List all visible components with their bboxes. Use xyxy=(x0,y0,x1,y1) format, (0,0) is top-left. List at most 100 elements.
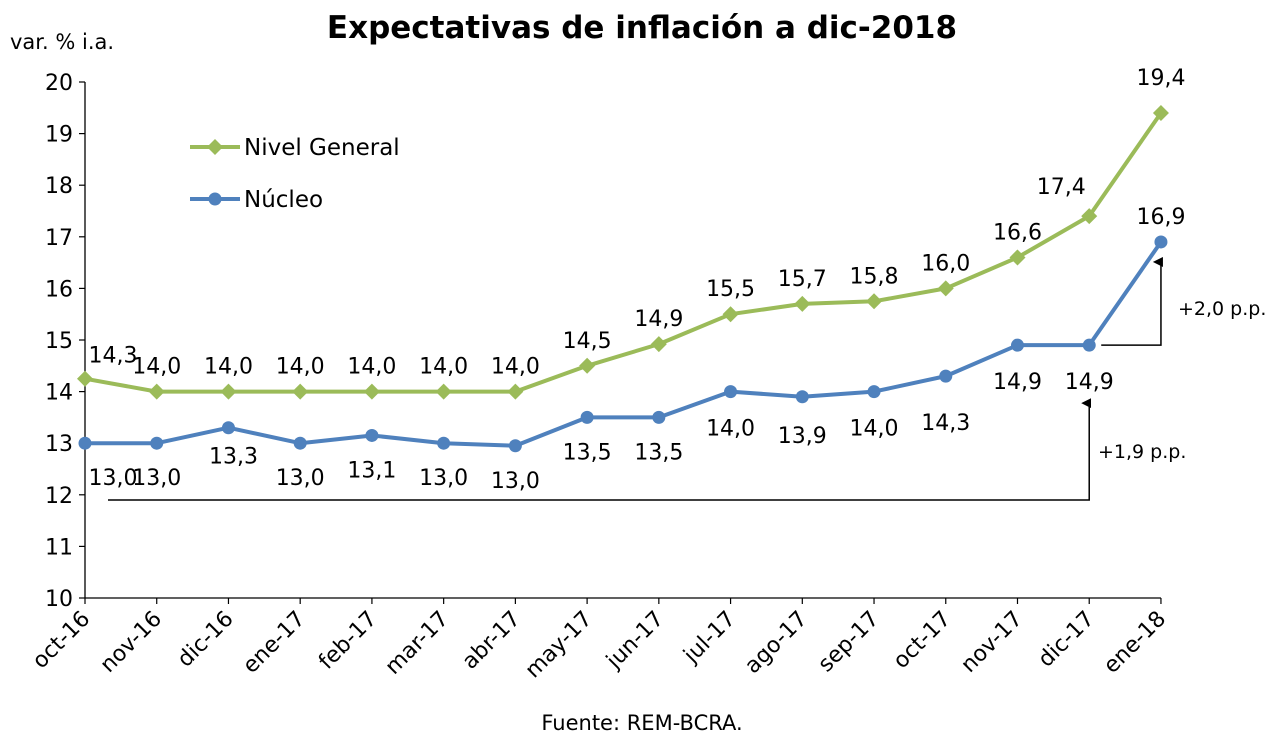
data-point-diamond xyxy=(435,383,452,400)
data-point-diamond xyxy=(363,383,380,400)
annotation-label-2pp: +2,0 p.p. xyxy=(1178,298,1266,320)
data-point-circle xyxy=(293,436,307,450)
data-label-nucleo: 16,9 xyxy=(1136,205,1185,230)
data-point-diamond xyxy=(794,295,811,312)
data-point-circle xyxy=(795,390,809,404)
data-point-circle xyxy=(724,385,738,399)
data-label-nucleo: 13,9 xyxy=(778,424,827,449)
y-tick-label: 13 xyxy=(45,432,73,457)
x-tick-label: jun-17 xyxy=(601,607,669,675)
data-point-circle xyxy=(508,439,522,453)
data-point-diamond xyxy=(866,293,883,310)
data-point-circle xyxy=(437,436,451,450)
x-tick-label: mar-17 xyxy=(381,607,454,680)
data-point-circle xyxy=(1082,338,1096,352)
data-label-nivel-general: 15,7 xyxy=(778,267,827,292)
annotation-arrow-2pp xyxy=(1101,256,1163,346)
y-tick-label: 18 xyxy=(45,174,73,199)
data-label-nivel-general: 14,5 xyxy=(563,329,612,354)
x-tick-label: feb-17 xyxy=(314,607,382,675)
x-tick-label: oct-16 xyxy=(28,607,95,674)
y-tick-label: 19 xyxy=(45,123,73,148)
chart-title: Expectativas de inflación a dic-2018 xyxy=(326,10,958,46)
source-note: Fuente: REM-BCRA. xyxy=(541,711,743,735)
data-point-diamond xyxy=(579,357,596,374)
data-label-nucleo: 13,1 xyxy=(347,458,396,483)
data-label-nivel-general: 16,6 xyxy=(993,220,1042,245)
data-label-nucleo: 13,0 xyxy=(419,466,468,491)
data-label-nucleo: 14,3 xyxy=(921,411,970,436)
data-label-nucleo: 14,9 xyxy=(1065,370,1114,395)
series-line-0 xyxy=(84,111,1163,394)
x-tick-label: jul-17 xyxy=(679,607,741,669)
data-label-nivel-general: 14,9 xyxy=(634,307,683,332)
data-point-circle xyxy=(867,385,881,399)
data-point-diamond xyxy=(148,383,165,400)
data-point-circle xyxy=(150,436,164,450)
data-label-nivel-general: 16,0 xyxy=(921,251,970,276)
y-tick-label: 15 xyxy=(45,329,73,354)
data-point-circle xyxy=(1154,235,1168,249)
y-tick-label: 16 xyxy=(45,277,73,302)
data-label-nivel-general: 14,0 xyxy=(491,355,540,380)
legend-marker-circle xyxy=(208,192,222,206)
data-point-circle xyxy=(365,428,379,442)
data-point-diamond xyxy=(1152,104,1169,121)
x-tick-label: ene-18 xyxy=(1099,607,1171,679)
legend-label-1: Núcleo xyxy=(244,187,323,213)
data-label-nivel-general: 14,0 xyxy=(276,355,325,380)
data-label-nucleo: 14,9 xyxy=(993,370,1042,395)
data-label-nucleo: 13,5 xyxy=(634,440,683,465)
data-point-diamond xyxy=(77,370,93,387)
data-label-nivel-general: 14,0 xyxy=(204,355,253,380)
data-label-nucleo: 14,0 xyxy=(850,417,899,442)
data-point-circle xyxy=(1010,338,1024,352)
data-label-nucleo: 13,3 xyxy=(209,445,258,470)
data-point-diamond xyxy=(650,336,667,353)
legend-label-0: Nivel General xyxy=(244,135,400,161)
y-tick-label: 12 xyxy=(45,484,73,509)
data-label-nivel-general: 14,0 xyxy=(419,355,468,380)
series-line-1 xyxy=(85,240,1163,448)
data-point-circle xyxy=(78,436,92,450)
data-label-nucleo: 13,0 xyxy=(491,469,540,494)
data-point-diamond xyxy=(722,306,739,323)
data-point-diamond xyxy=(292,383,309,400)
data-label-nivel-general: 15,8 xyxy=(850,264,899,289)
data-point-diamond xyxy=(220,383,237,400)
data-point-diamond xyxy=(937,280,954,297)
data-label-nucleo: 13,0 xyxy=(276,466,325,491)
x-tick-label: nov-16 xyxy=(96,607,167,678)
data-point-circle xyxy=(939,369,953,383)
data-point-diamond xyxy=(507,383,524,400)
x-tick-label: sep-17 xyxy=(814,607,885,678)
x-tick-label: ago-17 xyxy=(740,607,812,679)
annotation-arrow-1-9pp xyxy=(108,398,1092,501)
y-tick-label: 20 xyxy=(45,71,73,96)
y-tick-label: 10 xyxy=(45,587,73,612)
data-point-circle xyxy=(652,410,666,424)
y-tick-label: 17 xyxy=(45,226,73,251)
data-label-nivel-general: 14,3 xyxy=(89,344,138,369)
x-tick-label: nov-17 xyxy=(956,607,1027,678)
data-label-nivel-general: 19,4 xyxy=(1136,66,1185,91)
data-label-nivel-general: 17,4 xyxy=(1037,175,1086,200)
x-tick-label: ene-17 xyxy=(238,607,310,679)
legend-marker-diamond xyxy=(207,139,223,155)
data-label-nucleo: 13,0 xyxy=(132,466,181,491)
data-point-circle xyxy=(221,421,235,435)
data-point-diamond xyxy=(1009,249,1026,266)
data-point-diamond xyxy=(1081,208,1098,225)
data-label-nucleo: 13,0 xyxy=(89,466,138,491)
data-label-nivel-general: 14,0 xyxy=(132,355,181,380)
x-tick-label: dic-16 xyxy=(173,607,239,673)
x-tick-label: abr-17 xyxy=(458,607,526,675)
annotation-label-1-9pp: +1,9 p.p. xyxy=(1098,441,1186,463)
y-tick-label: 11 xyxy=(45,535,73,560)
data-label-nivel-general: 15,5 xyxy=(706,277,755,302)
data-label-nucleo: 14,0 xyxy=(706,417,755,442)
x-tick-label: may-17 xyxy=(521,607,598,684)
y-axis-label: var. % i.a. xyxy=(10,30,115,54)
x-tick-label: dic-17 xyxy=(1034,607,1100,673)
